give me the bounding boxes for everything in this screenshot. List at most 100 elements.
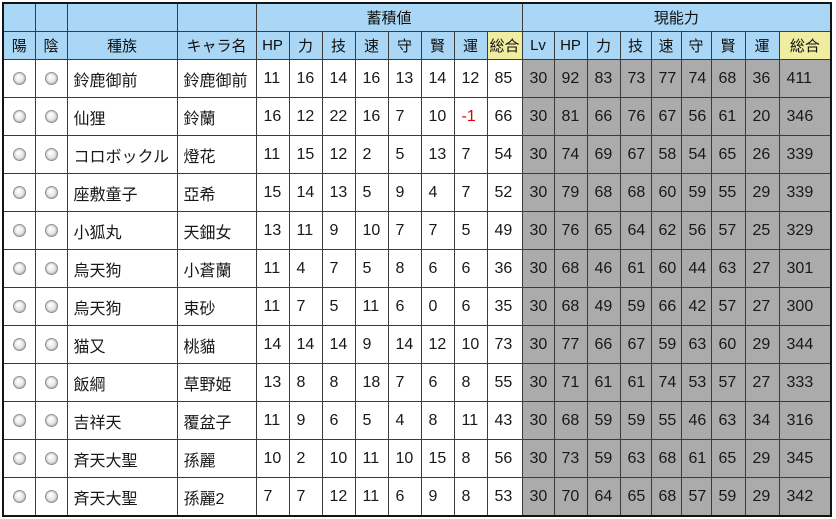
yang-radio[interactable] (12, 299, 26, 313)
species-cell: コロボックル (66, 135, 178, 174)
blank-header-cell (66, 2, 178, 32)
acc-cell: 11 (255, 135, 290, 174)
yin-radio[interactable] (44, 413, 58, 427)
yin-radio-cell (34, 401, 68, 440)
acc-cell: 0 (420, 287, 455, 326)
character-row: コロボックル 燈花 11 15 12 2 5 13 7 54 30 74 69 67 58 54 65 26 339 (2, 135, 832, 174)
acc-cell: 7 (288, 477, 323, 517)
cur-cell: 68 (619, 173, 652, 212)
blank-header-cell (2, 2, 36, 32)
cur-cell: 73 (619, 59, 652, 98)
cur-cell: 61 (586, 363, 621, 402)
yang-radio[interactable] (12, 147, 26, 161)
cur-cell: 74 (680, 59, 712, 98)
cur-cell: 59 (619, 287, 652, 326)
acc-cell: 11 (255, 249, 290, 288)
yang-radio[interactable] (12, 413, 26, 427)
yin-radio[interactable] (44, 71, 58, 85)
acc-cell: 16 (288, 59, 323, 98)
acc-cell: 8 (453, 439, 488, 478)
cur-cell: 60 (710, 325, 746, 364)
acc-cell: 10 (354, 211, 389, 250)
yin-radio[interactable] (44, 147, 58, 161)
acc-cell: 2 (354, 135, 389, 174)
cur-cell: 30 (521, 173, 555, 212)
cur-cell: 57 (710, 211, 746, 250)
cur-cell: 61 (710, 97, 746, 136)
acc-cell: 8 (321, 363, 356, 402)
acc-cell: 6 (387, 477, 422, 517)
yang-radio[interactable] (12, 375, 26, 389)
col-header-acc-luck: 運 (453, 31, 488, 60)
name-cell: 鈴鹿御前 (176, 59, 257, 98)
yin-radio[interactable] (44, 109, 58, 123)
yang-radio[interactable] (12, 489, 26, 503)
cur-cell: 66 (650, 287, 682, 326)
yin-radio[interactable] (44, 223, 58, 237)
cur-cell: 339 (778, 173, 832, 212)
cur-cell: 60 (650, 173, 682, 212)
name-cell: 燈花 (176, 135, 257, 174)
yang-radio[interactable] (12, 109, 26, 123)
acc-cell: 7 (321, 249, 356, 288)
yang-radio[interactable] (12, 261, 26, 275)
cur-cell: 30 (521, 211, 555, 250)
acc-cell: 2 (288, 439, 323, 478)
cur-cell: 44 (680, 249, 712, 288)
cur-cell: 30 (521, 97, 555, 136)
cur-cell: 27 (744, 363, 780, 402)
yin-radio[interactable] (44, 261, 58, 275)
acc-cell: 5 (387, 135, 422, 174)
species-cell: 烏天狗 (66, 249, 178, 288)
cur-cell: 30 (521, 363, 555, 402)
character-row: 吉祥天 覆盆子 11 9 6 5 4 8 11 43 30 68 59 59 55 46 63 34 316 (2, 401, 832, 440)
yin-radio[interactable] (44, 337, 58, 351)
species-cell: 吉祥天 (66, 401, 178, 440)
acc-cell: 14 (321, 59, 356, 98)
acc-cell: 55 (486, 363, 523, 402)
yin-radio[interactable] (44, 299, 58, 313)
cur-cell: 74 (650, 363, 682, 402)
cur-cell: 29 (744, 477, 780, 517)
acc-cell: 18 (354, 363, 389, 402)
yin-radio[interactable] (44, 451, 58, 465)
acc-cell: 5 (321, 287, 356, 326)
yang-radio[interactable] (12, 71, 26, 85)
acc-cell: 6 (420, 363, 455, 402)
acc-cell: 13 (255, 363, 290, 402)
acc-cell: 11 (354, 439, 389, 478)
species-cell: 仙狸 (66, 97, 178, 136)
character-row: 猫又 桃貓 14 14 14 9 14 12 10 73 30 77 66 67 59 63 60 29 344 (2, 325, 832, 364)
cur-cell: 59 (586, 401, 621, 440)
acc-cell: 10 (255, 439, 290, 478)
col-header-cur-lv: Lv (521, 31, 555, 60)
acc-cell: 36 (486, 249, 523, 288)
cur-cell: 27 (744, 249, 780, 288)
character-row: 烏天狗 小蒼蘭 11 4 7 5 8 6 6 36 30 68 46 61 60 44 63 27 301 (2, 249, 832, 288)
cur-cell: 65 (710, 439, 746, 478)
yang-radio[interactable] (12, 185, 26, 199)
acc-cell: 49 (486, 211, 523, 250)
cur-cell: 55 (710, 173, 746, 212)
yin-radio[interactable] (44, 489, 58, 503)
cur-cell: 53 (680, 363, 712, 402)
acc-cell: 11 (255, 59, 290, 98)
acc-cell: 12 (321, 135, 356, 174)
yang-radio[interactable] (12, 337, 26, 351)
acc-cell: 11 (255, 401, 290, 440)
acc-cell: 43 (486, 401, 523, 440)
acc-cell: 7 (387, 363, 422, 402)
acc-cell: 4 (420, 173, 455, 212)
acc-cell: 22 (321, 97, 356, 136)
yang-radio[interactable] (12, 223, 26, 237)
col-header-acc-def: 守 (387, 31, 422, 60)
character-row: 斉天大聖 孫麗2 7 7 12 11 6 9 8 53 30 70 64 65 68 57 59 29 342 (2, 477, 832, 517)
yin-radio[interactable] (44, 185, 58, 199)
cur-cell: 77 (650, 59, 682, 98)
name-cell: 小蒼蘭 (176, 249, 257, 288)
yang-radio[interactable] (12, 451, 26, 465)
yang-radio-cell (2, 363, 36, 402)
cur-cell: 57 (680, 477, 712, 517)
yin-radio[interactable] (44, 375, 58, 389)
cur-cell: 55 (650, 401, 682, 440)
